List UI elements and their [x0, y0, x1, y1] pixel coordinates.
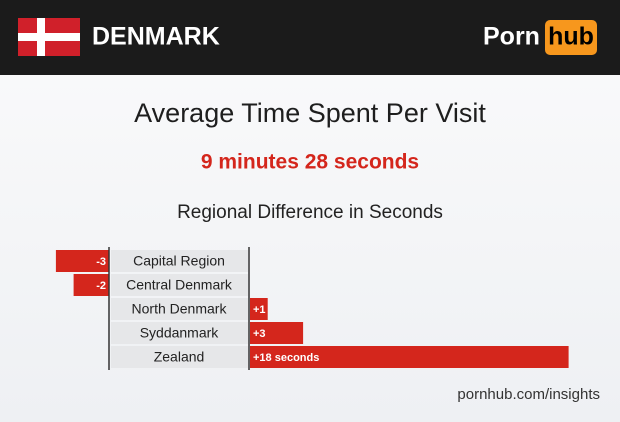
- bar: [55, 250, 109, 272]
- flag: [18, 18, 80, 56]
- logo-left: Porn: [483, 23, 540, 51]
- logo-right: hub: [548, 23, 594, 51]
- header-bar: [0, 0, 620, 75]
- category-label: Zealand: [154, 349, 205, 365]
- bar: [250, 322, 304, 344]
- bar: [250, 346, 569, 368]
- chart-title: Average Time Spent Per Visit: [134, 98, 486, 128]
- value-label: -3: [96, 256, 106, 268]
- bar: [73, 274, 109, 296]
- axis-title: Regional Difference in Seconds: [177, 202, 443, 223]
- footer: pornhub.com/insights: [457, 386, 600, 403]
- category-label: Syddanmark: [140, 325, 220, 341]
- category-box: [111, 250, 248, 272]
- category-box: [111, 298, 248, 320]
- category-box: [111, 322, 248, 344]
- country: DENMARK: [92, 23, 220, 51]
- value-label: +1: [253, 304, 266, 316]
- category-label: Central Denmark: [126, 277, 233, 293]
- value-label: -2: [96, 280, 106, 292]
- category-label: Capital Region: [133, 253, 225, 269]
- value-label: +18 seconds: [253, 352, 319, 364]
- value-label: +3: [253, 328, 266, 340]
- category-label: North Denmark: [132, 301, 228, 317]
- logo-box: [545, 20, 597, 55]
- category-box: [111, 346, 248, 368]
- category-box: [111, 274, 248, 296]
- bar: [250, 298, 268, 320]
- subtitle: 9 minutes 28 seconds: [201, 151, 419, 174]
